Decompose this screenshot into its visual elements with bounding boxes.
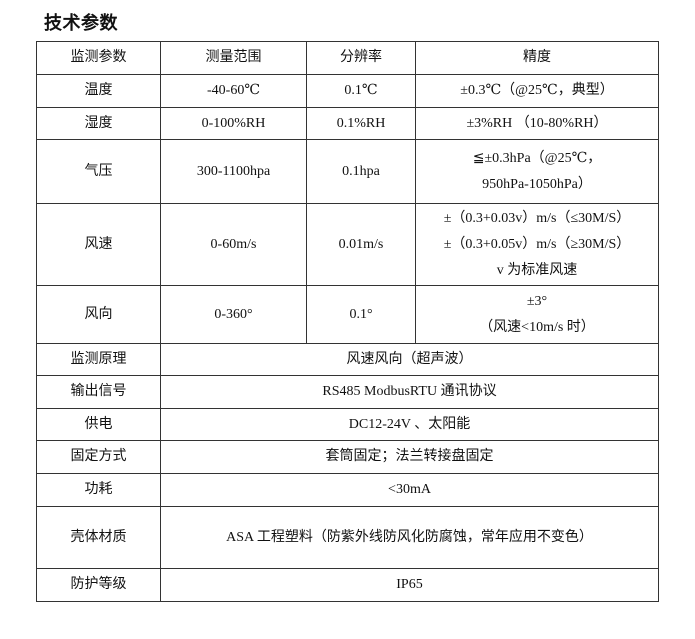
cell-param: 风速 <box>36 203 161 286</box>
accuracy-line: ±（0.3+0.03v）m/s（≤30M/S） <box>443 210 631 226</box>
cell-param: 温度 <box>36 74 161 108</box>
spec-row: 壳体材质 ASA 工程塑料（防紫外线防风化防腐蚀，常年应用不变色） <box>36 506 659 569</box>
cell-accuracy: ±3%RH （10-80%RH） <box>415 107 659 140</box>
table-row: 风速 0-60m/s 0.01m/s ±（0.3+0.03v）m/s（≤30M/S） ±… <box>36 203 659 286</box>
cell-range: 0-360° <box>160 285 307 344</box>
cell-resolution: 0.01m/s <box>306 203 416 286</box>
spec-label: 壳体材质 <box>36 506 161 569</box>
spec-row: 防护等级 IP65 <box>36 568 659 602</box>
spec-label: 固定方式 <box>36 440 161 474</box>
spec-table: 监测参数 测量范围 分辨率 精度 温度 -40-60℃ 0.1℃ ±0.3℃（@25℃… <box>36 41 659 602</box>
spec-value: 套筒固定；法兰转接盘固定 <box>160 440 659 474</box>
accuracy-line: 950hPa-1050hPa） <box>482 176 592 192</box>
cell-range: 0-100%RH <box>160 107 307 140</box>
cell-range: 0-60m/s <box>160 203 307 286</box>
spec-label: 供电 <box>36 408 161 441</box>
accuracy-line: ±0.3℃（@25℃，典型） <box>460 83 614 98</box>
cell-resolution: 0.1%RH <box>306 107 416 140</box>
cell-resolution: 0.1℃ <box>306 74 416 108</box>
cell-param: 气压 <box>36 139 161 204</box>
accuracy-line: （风速<10m/s 时） <box>479 319 595 335</box>
cell-accuracy: ≦±0.3hPa（@25℃， 950hPa-1050hPa） <box>415 139 659 204</box>
spec-value: DC12-24V 、太阳能 <box>160 408 659 441</box>
accuracy-line: ≦±0.3hPa（@25℃， <box>472 150 602 166</box>
cell-resolution: 0.1hpa <box>306 139 416 204</box>
spec-label: 监测原理 <box>36 343 161 376</box>
spec-row: 固定方式 套筒固定；法兰转接盘固定 <box>36 440 659 474</box>
table-row: 风向 0-360° 0.1° ±3° （风速<10m/s 时） <box>36 285 659 344</box>
header-cell: 分辨率 <box>306 41 416 75</box>
spec-value: ASA 工程塑料（防紫外线防风化防腐蚀，常年应用不变色） <box>160 506 659 569</box>
spec-label: 输出信号 <box>36 375 161 409</box>
spec-row: 监测原理 风速风向（超声波） <box>36 343 659 376</box>
header-cell: 精度 <box>415 41 659 75</box>
cell-accuracy: ±（0.3+0.03v）m/s（≤30M/S） ±（0.3+0.05v）m/s（≥… <box>415 203 659 286</box>
cell-resolution: 0.1° <box>306 285 416 344</box>
table-row: 气压 300-1100hpa 0.1hpa ≦±0.3hPa（@25℃， 950hPa-… <box>36 139 659 204</box>
spec-label: 功耗 <box>36 473 161 507</box>
spec-value: RS485 ModbusRTU 通讯协议 <box>160 375 659 409</box>
table-row: 温度 -40-60℃ 0.1℃ ±0.3℃（@25℃，典型） <box>36 74 659 108</box>
cell-accuracy: ±0.3℃（@25℃，典型） <box>415 74 659 108</box>
cell-param: 风向 <box>36 285 161 344</box>
cell-accuracy: ±3° （风速<10m/s 时） <box>415 285 659 344</box>
table-row: 湿度 0-100%RH 0.1%RH ±3%RH （10-80%RH） <box>36 107 659 140</box>
spec-label: 防护等级 <box>36 568 161 602</box>
accuracy-line: ±3%RH （10-80%RH） <box>466 115 608 131</box>
accuracy-line: ±（0.3+0.05v）m/s（≥30M/S） <box>443 236 631 252</box>
cell-range: 300-1100hpa <box>160 139 307 204</box>
spec-value: IP65 <box>160 568 659 602</box>
header-cell: 测量范围 <box>160 41 307 75</box>
table-header-row: 监测参数 测量范围 分辨率 精度 <box>36 41 659 75</box>
spec-row: 功耗 <30mA <box>36 473 659 507</box>
header-cell: 监测参数 <box>36 41 161 75</box>
spec-value: <30mA <box>160 473 659 507</box>
section-title: 技术参数 <box>44 13 118 34</box>
accuracy-line: ±3° <box>526 293 548 309</box>
spec-value: 风速风向（超声波） <box>160 343 659 376</box>
accuracy-line: v 为标准风速 <box>496 262 578 278</box>
spec-row: 输出信号 RS485 ModbusRTU 通讯协议 <box>36 375 659 409</box>
spec-row: 供电 DC12-24V 、太阳能 <box>36 408 659 441</box>
cell-range: -40-60℃ <box>160 74 307 108</box>
cell-param: 湿度 <box>36 107 161 140</box>
